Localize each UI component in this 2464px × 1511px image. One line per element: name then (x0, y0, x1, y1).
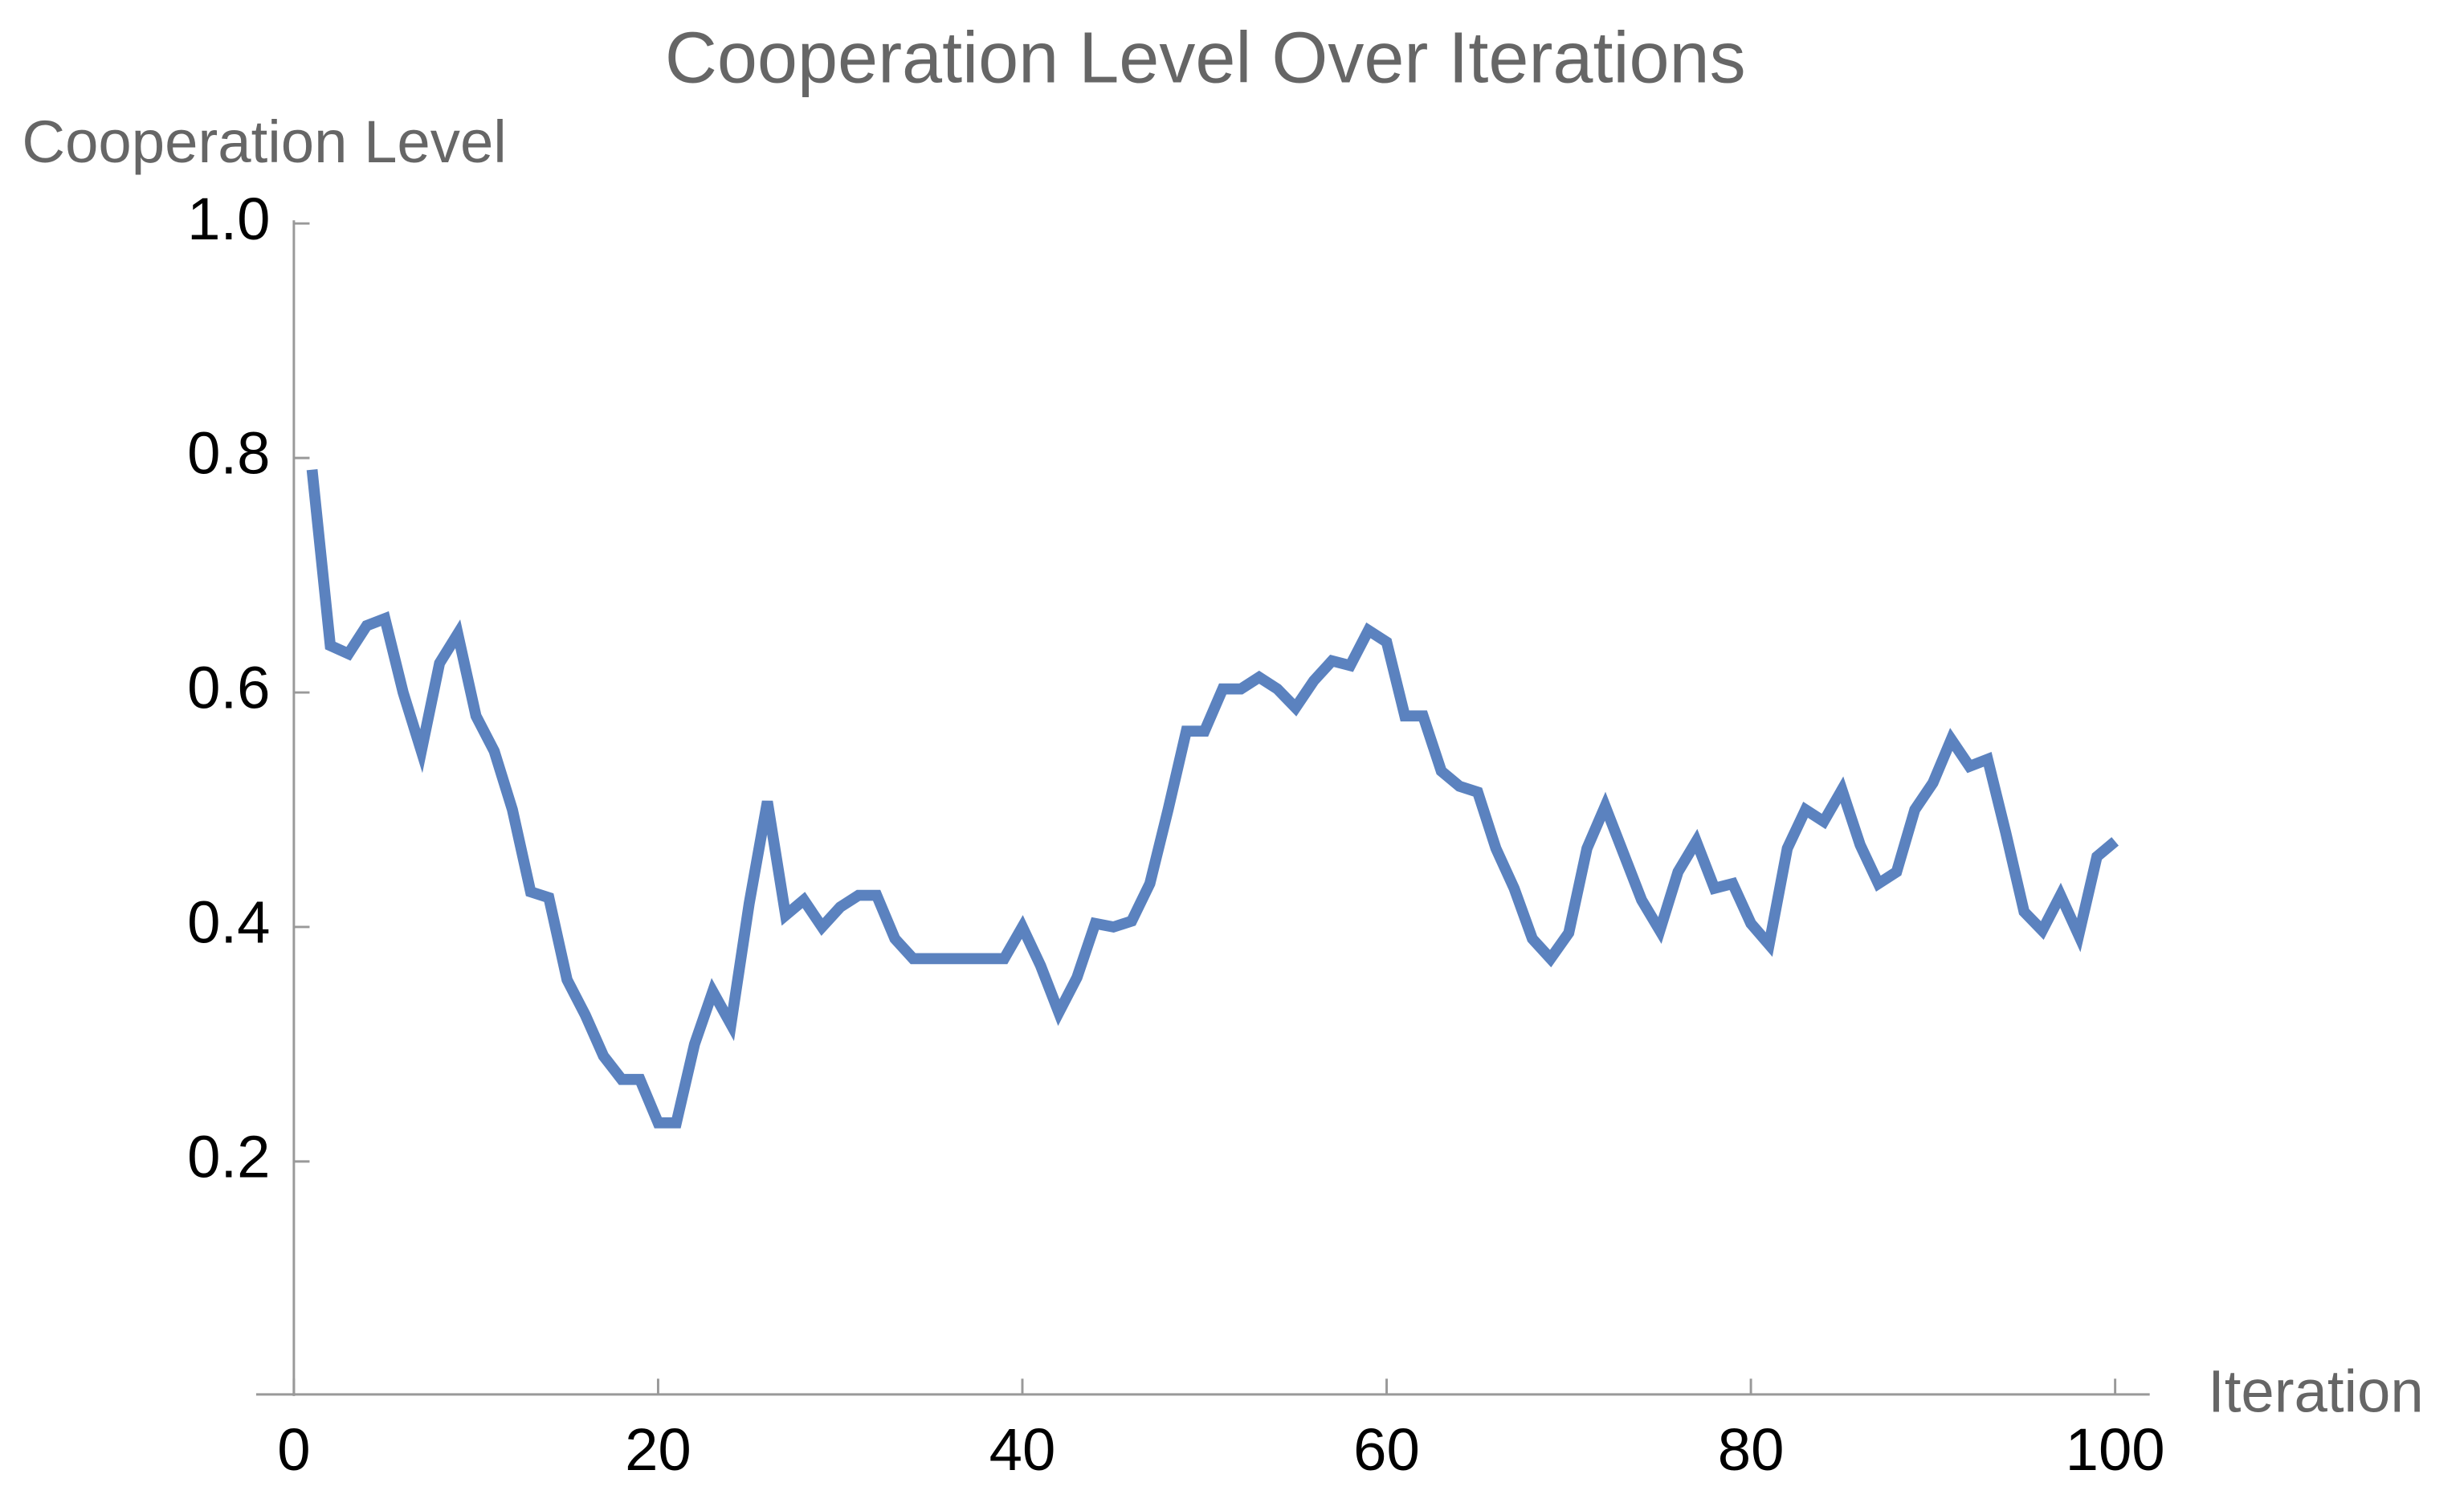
y-tick-label: 0.6 (187, 655, 270, 721)
x-tick-label: 0 (277, 1416, 310, 1483)
data-line (306, 469, 2119, 1129)
y-tick-label: 0.8 (187, 420, 270, 487)
y-tick-label: 0.2 (187, 1124, 270, 1190)
x-tick-label: 40 (989, 1416, 1056, 1483)
y-tick-label: 0.4 (187, 889, 270, 956)
y-tick-label: 1.0 (187, 186, 270, 252)
x-axis-label: Iteration (2208, 1358, 2424, 1424)
y-axis-label: Cooperation Level (22, 108, 506, 175)
x-tick-label: 100 (2066, 1416, 2165, 1483)
x-tick-label: 20 (625, 1416, 691, 1483)
x-tick-label: 80 (1718, 1416, 1785, 1483)
chart-title: Cooperation Level Over Iterations (665, 18, 1746, 98)
x-tick-label: 60 (1353, 1416, 1420, 1483)
